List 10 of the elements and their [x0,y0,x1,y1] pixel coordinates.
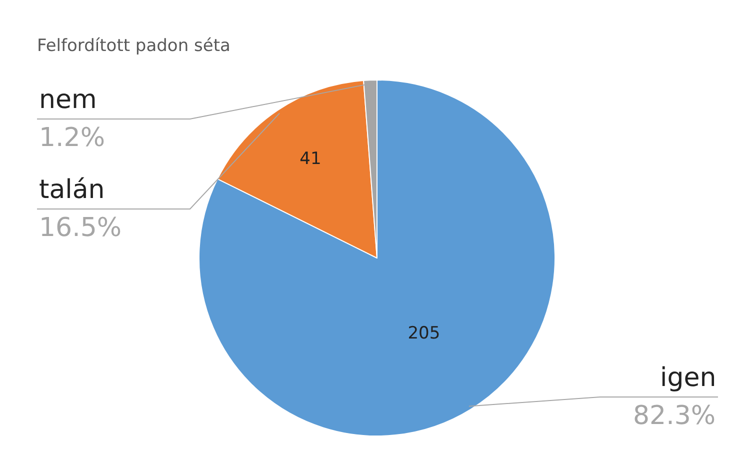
text: 1.2% [39,123,106,153]
text: 16.5% [39,213,122,243]
slice-label: talán [39,175,105,205]
pie-slice [198,80,556,436]
slice-label: igen [660,363,716,393]
data-label: 205 [408,324,440,344]
slice-label: nem [39,85,97,115]
chart-title: Felfordított padon séta [37,36,230,56]
text: 82.3% [633,401,716,431]
data-label: 41 [300,149,322,170]
